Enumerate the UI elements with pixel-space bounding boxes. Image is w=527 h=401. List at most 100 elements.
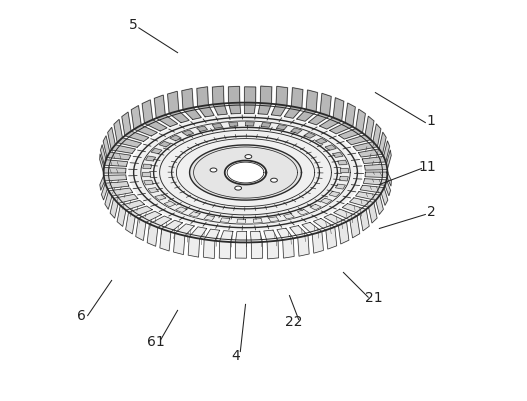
Polygon shape [356, 192, 383, 215]
Polygon shape [142, 100, 167, 131]
Polygon shape [164, 201, 175, 207]
Polygon shape [365, 150, 391, 170]
Polygon shape [320, 198, 332, 204]
Polygon shape [204, 215, 214, 221]
Polygon shape [284, 214, 295, 219]
Polygon shape [142, 172, 151, 177]
Polygon shape [197, 87, 214, 117]
Polygon shape [291, 128, 302, 134]
Polygon shape [290, 226, 309, 256]
Polygon shape [173, 224, 194, 255]
Polygon shape [353, 124, 381, 151]
Polygon shape [102, 182, 129, 200]
Polygon shape [117, 200, 144, 227]
Ellipse shape [235, 186, 241, 190]
Polygon shape [182, 130, 193, 136]
Polygon shape [297, 209, 309, 215]
Polygon shape [334, 209, 360, 238]
Polygon shape [340, 168, 349, 172]
Polygon shape [362, 141, 389, 164]
Polygon shape [229, 122, 238, 126]
Polygon shape [360, 185, 388, 205]
Polygon shape [131, 105, 158, 136]
Polygon shape [349, 198, 377, 223]
Text: 4: 4 [231, 349, 240, 363]
Polygon shape [339, 176, 348, 181]
Polygon shape [100, 154, 126, 173]
Polygon shape [155, 195, 166, 200]
Polygon shape [220, 218, 230, 223]
Polygon shape [147, 216, 171, 246]
Polygon shape [258, 86, 272, 114]
Polygon shape [148, 188, 159, 193]
Polygon shape [333, 152, 343, 158]
Polygon shape [190, 145, 301, 200]
Polygon shape [365, 172, 392, 186]
Polygon shape [253, 219, 262, 223]
Polygon shape [237, 219, 246, 223]
Polygon shape [136, 211, 161, 241]
Polygon shape [329, 191, 340, 197]
Polygon shape [212, 124, 222, 128]
Polygon shape [103, 136, 131, 160]
Polygon shape [122, 112, 149, 142]
Polygon shape [304, 132, 316, 138]
Polygon shape [271, 86, 288, 116]
Polygon shape [302, 223, 324, 253]
Polygon shape [203, 229, 220, 259]
Text: 6: 6 [77, 310, 86, 323]
Polygon shape [364, 179, 391, 196]
Polygon shape [316, 138, 327, 144]
Text: 21: 21 [365, 292, 382, 306]
Polygon shape [339, 109, 365, 139]
Polygon shape [114, 119, 141, 147]
Polygon shape [101, 145, 128, 166]
Ellipse shape [270, 178, 277, 182]
Polygon shape [182, 89, 201, 119]
Polygon shape [309, 93, 331, 125]
Text: 2: 2 [427, 205, 436, 219]
Polygon shape [277, 125, 287, 130]
Ellipse shape [210, 168, 217, 172]
Polygon shape [144, 180, 153, 185]
Polygon shape [219, 231, 233, 259]
Polygon shape [188, 227, 207, 257]
Polygon shape [228, 87, 241, 114]
Polygon shape [212, 86, 227, 115]
Polygon shape [358, 132, 386, 157]
Polygon shape [284, 88, 303, 118]
Polygon shape [250, 231, 262, 259]
Polygon shape [297, 90, 317, 121]
Polygon shape [175, 207, 187, 213]
Polygon shape [110, 194, 138, 218]
Polygon shape [314, 219, 337, 249]
Polygon shape [269, 217, 279, 222]
Polygon shape [125, 206, 152, 234]
Polygon shape [335, 184, 345, 189]
Polygon shape [154, 95, 178, 127]
Polygon shape [330, 103, 355, 134]
Polygon shape [145, 156, 155, 161]
Text: 5: 5 [129, 18, 138, 32]
Polygon shape [168, 91, 189, 123]
Polygon shape [264, 230, 279, 259]
Polygon shape [189, 212, 200, 217]
Text: 1: 1 [427, 113, 436, 128]
Polygon shape [342, 204, 369, 231]
Ellipse shape [245, 155, 252, 158]
Polygon shape [130, 115, 362, 230]
Polygon shape [347, 116, 374, 145]
Polygon shape [225, 160, 266, 184]
Polygon shape [246, 122, 254, 126]
Polygon shape [197, 126, 208, 132]
Polygon shape [151, 148, 162, 154]
Polygon shape [143, 164, 152, 168]
Polygon shape [170, 135, 181, 141]
Text: 11: 11 [418, 160, 436, 174]
Polygon shape [338, 160, 347, 165]
Polygon shape [261, 122, 271, 127]
Polygon shape [325, 145, 336, 150]
Polygon shape [108, 128, 135, 154]
Polygon shape [100, 175, 126, 190]
Polygon shape [324, 214, 349, 244]
